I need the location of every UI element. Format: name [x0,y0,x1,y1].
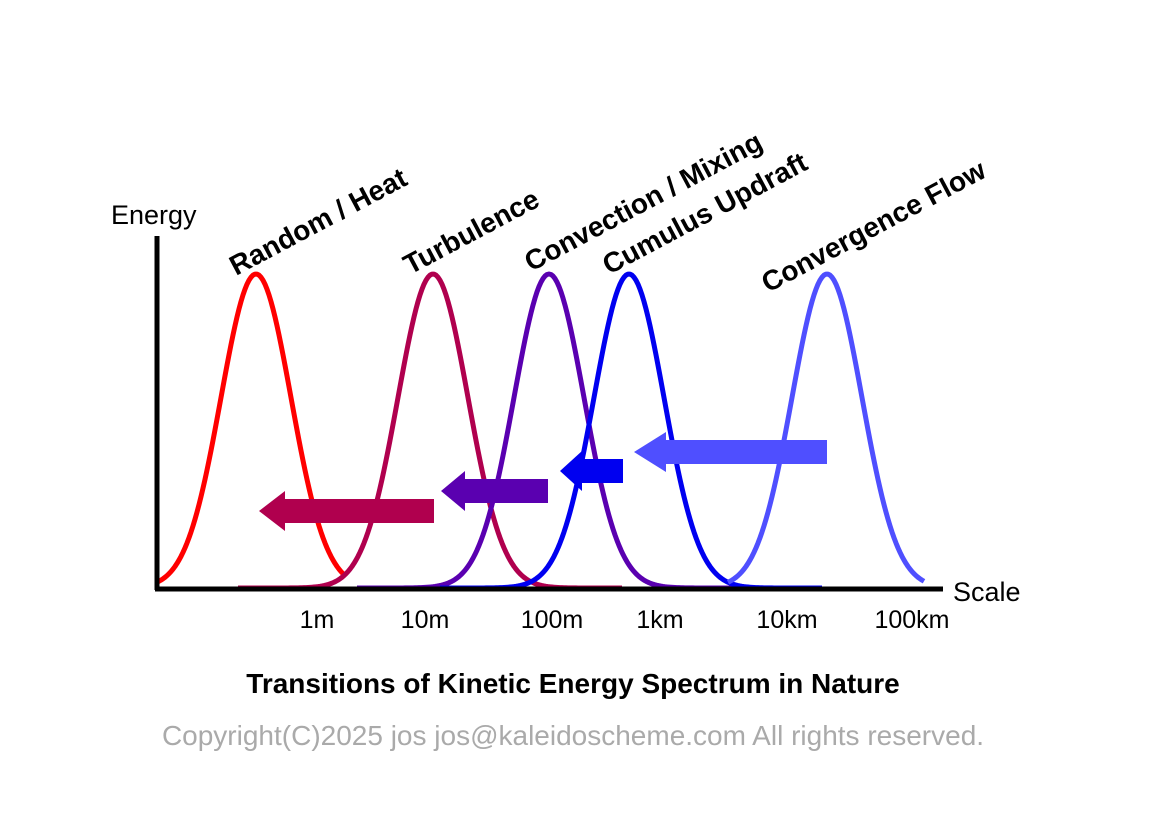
diagram-title: Transitions of Kinetic Energy Spectrum i… [246,668,900,699]
y-axis-label: Energy [111,200,197,230]
peak-label-random-heat: Random / Heat [224,162,412,281]
transition-arrow-convection-to-turbulence [441,471,548,511]
x-tick-label: 1m [300,606,335,634]
transition-arrow-turbulence-to-random [259,491,434,531]
x-tick-label: 100km [874,606,949,634]
copyright-notice: Copyright(C)2025 jos jos@kaleidoscheme.c… [161,720,985,751]
x-tick-label: 10km [756,606,817,634]
transition-arrow-updraft-to-convection [560,451,623,491]
x-tick-label: 100m [521,606,584,634]
x-tick-label: 1km [636,606,683,634]
x-axis-label: Scale [953,577,1021,607]
transition-arrow-convergence-to-updraft [634,432,827,472]
energy-curve-random-heat [155,271,347,585]
energy-curve-cumulus-updraft [439,271,823,591]
x-tick-label: 10m [401,606,450,634]
energy-curve-convergence-flow [726,271,926,585]
peak-label-turbulence: Turbulence [398,183,544,280]
